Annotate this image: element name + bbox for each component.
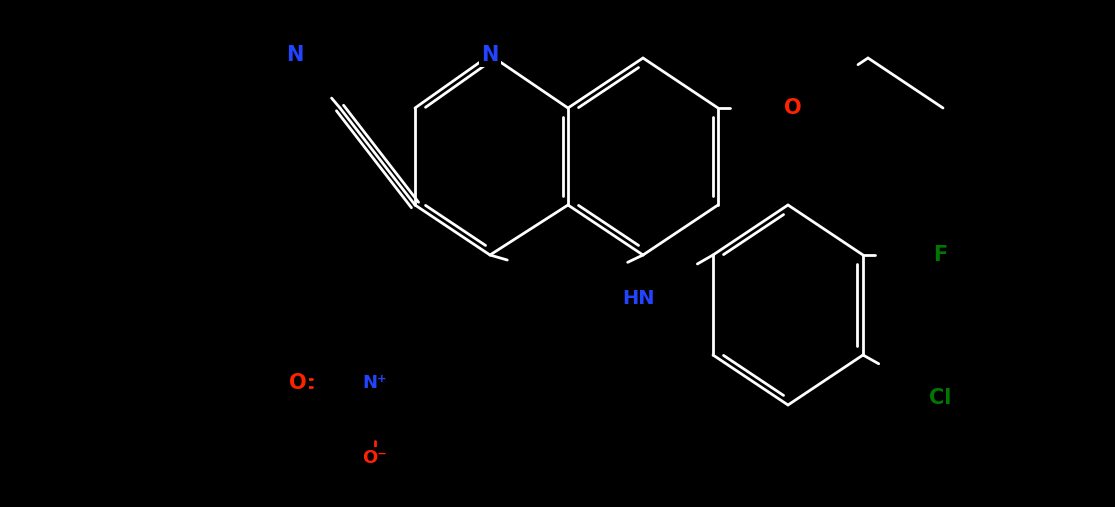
Text: O⁻: O⁻ bbox=[362, 449, 387, 467]
Text: O: O bbox=[784, 98, 802, 118]
Text: N⁺: N⁺ bbox=[362, 374, 387, 392]
Text: Cl: Cl bbox=[929, 388, 951, 408]
Text: F: F bbox=[933, 245, 947, 265]
Text: N: N bbox=[287, 45, 303, 65]
Text: N: N bbox=[482, 45, 498, 65]
Text: HN: HN bbox=[622, 288, 655, 308]
Text: O: O bbox=[289, 373, 307, 393]
